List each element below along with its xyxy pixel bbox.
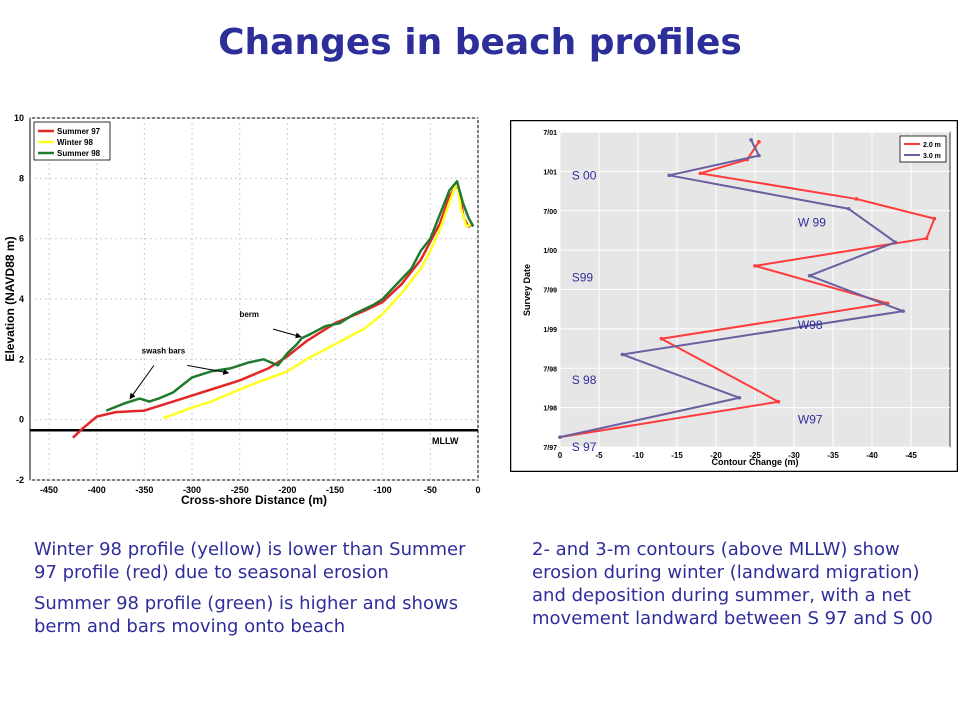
contour-change-chart: 0 -5 -10 -15 -20 -25 -30 -35 -40 -45 7/97 1/98 7/98 1… xyxy=(510,120,958,472)
page-title: Changes in beach profiles xyxy=(218,22,742,63)
plot2-ytick: 7/01 xyxy=(543,130,557,137)
plot1-xtick: -250 xyxy=(231,485,249,495)
plot1-ytick: 0 xyxy=(19,415,24,425)
plot2-point xyxy=(698,171,703,176)
plot1-annotation-arrow xyxy=(272,328,302,339)
plot2-point xyxy=(932,216,937,221)
plot1-ytick: 8 xyxy=(19,173,24,183)
plot1-legend-label: Winter 98 xyxy=(57,138,93,147)
plot2-xtick: -40 xyxy=(866,451,878,460)
plot2-ytick: 1/01 xyxy=(543,169,557,176)
beach-profile-chart: -450 -400 -350 -300 -250 -200 -150 -100 -50 0 -2 0 2… xyxy=(3,113,481,507)
plot2-xtick: -15 xyxy=(671,451,683,460)
plot2-ytick: 7/00 xyxy=(543,209,557,216)
plot2-point xyxy=(807,273,812,278)
plot2-ytick: 1/99 xyxy=(543,327,557,334)
plot1-annotation: swash bars xyxy=(142,346,186,355)
plot2-xtick: 0 xyxy=(558,451,563,460)
plot1-xtick: -400 xyxy=(88,485,106,495)
plot2-legend-label: 3.0 m xyxy=(923,153,941,160)
plot1-annotation-arrow xyxy=(129,365,155,400)
plot1-annotation: berm xyxy=(239,310,259,319)
plot1-xtick: 0 xyxy=(475,485,480,495)
plot2-point xyxy=(924,236,929,241)
plot2-season-label: S 98 xyxy=(572,373,597,387)
plot1-xtick: -350 xyxy=(135,485,153,495)
plot2-point xyxy=(667,173,671,178)
plot2-legend-label: 2.0 m xyxy=(923,142,941,149)
plot1-ytick: -2 xyxy=(16,475,24,485)
right-caption: 2- and 3-m contours (above MLLW) show er… xyxy=(532,538,952,638)
plot2-season-label: S 97 xyxy=(572,440,597,454)
plot2-point xyxy=(901,309,905,313)
plot2-point xyxy=(737,395,742,400)
plot1-xtick: -300 xyxy=(183,485,201,495)
plot1-ytick: 2 xyxy=(19,354,24,364)
plot1-ytick: 4 xyxy=(19,294,24,304)
plot1-frame xyxy=(29,117,479,481)
plot2-point xyxy=(846,206,851,211)
plot2-ytick: 1/98 xyxy=(543,406,557,413)
plot1-legend-label: Summer 98 xyxy=(57,149,101,158)
plot1-xtick: -50 xyxy=(424,485,437,495)
plot2-ylabel: Survey Date xyxy=(522,264,532,316)
plot1-annotation-arrow xyxy=(187,364,230,375)
plot2-point xyxy=(753,264,757,268)
left-caption: Winter 98 profile (yellow) is lower than… xyxy=(34,538,494,646)
plot2-point xyxy=(620,352,625,357)
plot2-legend xyxy=(899,135,947,163)
mllw-label: MLLW xyxy=(432,436,459,446)
plot2-point xyxy=(893,240,898,245)
plot2-season-label: W 99 xyxy=(798,216,826,230)
plot2-season-label: S99 xyxy=(572,271,594,285)
plot2-season-label: S 00 xyxy=(572,168,597,182)
plot2-xtick: -5 xyxy=(595,451,603,460)
left-caption-p1: Winter 98 profile (yellow) is lower than… xyxy=(34,539,466,583)
plot2-season-label: W97 xyxy=(798,412,823,426)
plot2-point xyxy=(749,138,753,142)
plot2-point xyxy=(776,399,781,404)
plot2-ytick: 7/98 xyxy=(543,366,557,373)
plot1-ylabel: Elevation (NAVD88 m) xyxy=(3,236,17,361)
plot2-xlabel: Contour Change (m) xyxy=(712,457,799,467)
plot1-xtick: -200 xyxy=(278,485,296,495)
plot2-xtick: -25 xyxy=(749,451,761,460)
plot2-ytick: 1/00 xyxy=(543,248,557,255)
plot2-series-1 xyxy=(559,139,905,439)
plot2-xtick: -10 xyxy=(632,451,644,460)
plot2-xtick: -35 xyxy=(827,451,839,460)
plot1-legend-label: Summer 97 xyxy=(57,127,101,136)
plot2-xtick: -45 xyxy=(905,451,917,460)
plot2-point xyxy=(558,435,562,439)
left-caption-p2: Summer 98 profile (green) is higher and … xyxy=(34,593,459,637)
plot1-ytick: 10 xyxy=(14,113,24,123)
right-caption-p1: 2- and 3-m contours (above MLLW) show er… xyxy=(532,539,933,629)
plot2-ytick: 7/97 xyxy=(543,445,557,452)
plot1-ytick: 6 xyxy=(19,234,24,244)
plot2-xtick: -20 xyxy=(710,451,722,460)
plot2-point xyxy=(757,153,761,158)
plot1-xlabel: Cross-shore Distance (m) xyxy=(181,493,327,507)
plot1-series-2 xyxy=(105,180,475,412)
plot1-xtick: -450 xyxy=(40,485,58,495)
plot1-xtick: -100 xyxy=(374,485,392,495)
plot2-season-label: W98 xyxy=(798,318,823,332)
plot2-point xyxy=(757,140,761,144)
plot2-xtick: -30 xyxy=(788,451,800,460)
plot2-point xyxy=(659,336,664,341)
plot1-xtick: -150 xyxy=(326,485,344,495)
plot2-ytick: 7/99 xyxy=(543,288,557,295)
plot2-point xyxy=(854,197,859,201)
